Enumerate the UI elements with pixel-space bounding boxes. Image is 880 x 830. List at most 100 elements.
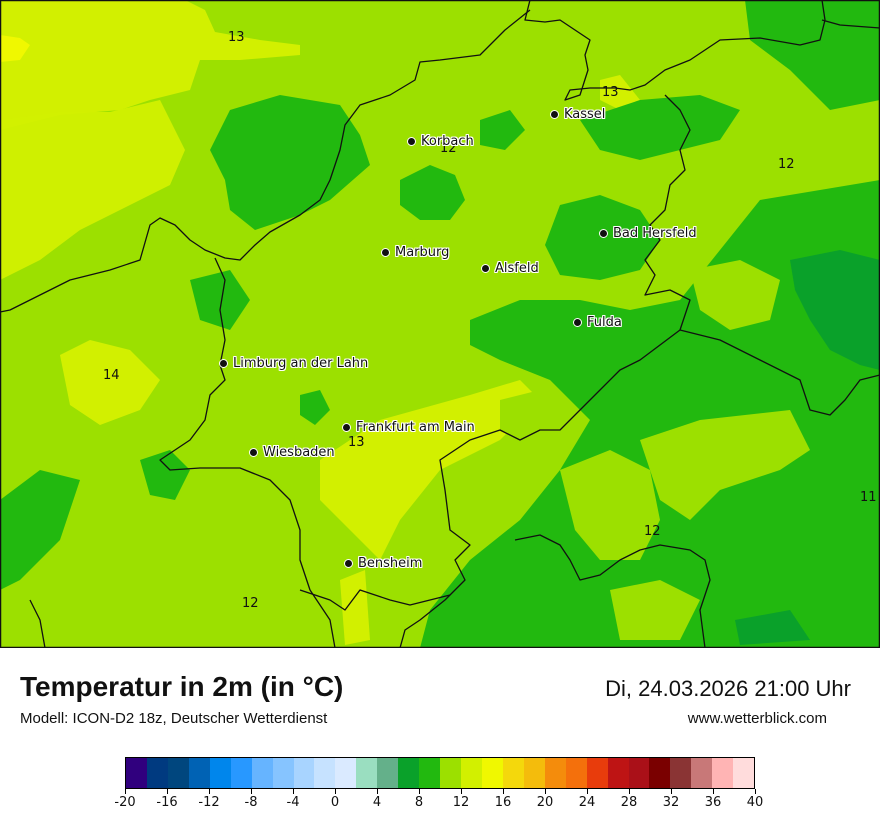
legend-tick-mark	[208, 789, 210, 794]
map-canvas	[0, 0, 880, 648]
legend-tick-mark	[460, 789, 462, 794]
city-dot-icon	[344, 559, 353, 568]
legend-tick-label: 40	[746, 795, 764, 810]
legend-tick-label: 4	[372, 795, 382, 810]
legend-color-segment	[733, 758, 755, 788]
legend-color-segment	[377, 758, 399, 788]
contour-label: 11	[860, 490, 877, 505]
temperature-map: 13 13 12 12 14 13 11 12 12 Kassel Korbac…	[0, 0, 880, 648]
legend-tick-label: -4	[286, 795, 300, 810]
legend-color-segment	[565, 758, 587, 788]
legend-color-segment	[691, 758, 713, 788]
legend-color-segment	[146, 758, 168, 788]
legend-tick-mark	[166, 789, 168, 794]
color-legend-bar	[125, 757, 755, 789]
legend-color-segment	[586, 758, 608, 788]
city-name: Wiesbaden	[263, 445, 335, 460]
legend-tick-mark	[628, 789, 630, 794]
city-dot-icon	[550, 110, 559, 119]
legend-color-segment	[167, 758, 189, 788]
city-alsfeld: Alsfeld	[481, 261, 539, 276]
city-dot-icon	[249, 448, 258, 457]
legend-tick-mark	[586, 789, 588, 794]
legend-tick-mark	[334, 789, 336, 794]
legend-tick-mark	[712, 789, 714, 794]
legend-color-segment	[272, 758, 294, 788]
legend-tick-label: 16	[494, 795, 512, 810]
city-name: Alsfeld	[495, 261, 539, 276]
legend-color-segment	[544, 758, 566, 788]
forecast-datetime: Di, 24.03.2026 21:00 Uhr	[605, 676, 851, 701]
legend-color-segment	[126, 758, 147, 788]
legend-color-segment	[335, 758, 357, 788]
legend-tick-label: -16	[156, 795, 178, 810]
city-name: Fulda	[587, 315, 622, 330]
city-name: Marburg	[395, 245, 450, 260]
legend-color-segment	[440, 758, 461, 788]
legend-color-segment	[356, 758, 378, 788]
legend-tick-label: -8	[244, 795, 258, 810]
legend-color-segment	[398, 758, 420, 788]
legend-color-segment	[209, 758, 231, 788]
legend-tick-mark	[376, 789, 378, 794]
legend-color-segment	[251, 758, 273, 788]
legend-color-segment	[293, 758, 315, 788]
legend-color-segment	[502, 758, 524, 788]
city-dot-icon	[342, 423, 351, 432]
contour-label: 13	[348, 435, 365, 450]
legend-color-segment	[523, 758, 545, 788]
city-limburg: Limburg an der Lahn	[219, 356, 368, 371]
city-frankfurt: Frankfurt am Main	[342, 420, 475, 435]
contour-label: 12	[440, 141, 457, 156]
model-subtitle: Modell: ICON-D2 18z, Deutscher Wetterdie…	[20, 710, 328, 727]
contour-label: 14	[103, 368, 120, 383]
city-bensheim: Bensheim	[344, 556, 422, 571]
legend-color-segment	[670, 758, 692, 788]
city-dot-icon	[599, 229, 608, 238]
legend-color-segment	[419, 758, 441, 788]
city-name: Bensheim	[358, 556, 423, 571]
chart-title: Temperatur in 2m (in °C)	[20, 671, 344, 702]
city-korbach: Korbach	[407, 134, 474, 149]
legend-color-segment	[649, 758, 671, 788]
legend-tick-label: 32	[662, 795, 680, 810]
legend-color-segment	[188, 758, 210, 788]
city-dot-icon	[407, 137, 416, 146]
legend-tick-mark	[250, 789, 252, 794]
city-dot-icon	[219, 359, 228, 368]
legend-tick-mark	[544, 789, 546, 794]
city-kassel: Kassel	[550, 107, 605, 122]
city-dot-icon	[381, 248, 390, 257]
contour-label: 13	[228, 30, 245, 45]
legend-color-segment	[607, 758, 629, 788]
legend-color-segment	[481, 758, 503, 788]
city-fulda: Fulda	[573, 315, 622, 330]
legend-tick-mark	[754, 789, 756, 794]
contour-label: 12	[644, 524, 661, 539]
legend-tick-label: 24	[578, 795, 596, 810]
legend-tick-mark	[418, 789, 420, 794]
city-dot-icon	[481, 264, 490, 273]
legend-color-segment	[230, 758, 252, 788]
legend-color-segment	[628, 758, 650, 788]
city-wiesbaden: Wiesbaden	[249, 445, 335, 460]
legend-tick-label: 20	[536, 795, 554, 810]
legend-tick-label: 36	[704, 795, 722, 810]
contour-label: 13	[602, 85, 619, 100]
legend-tick-label: 0	[330, 795, 340, 810]
legend-color-segment	[314, 758, 336, 788]
city-name: Kassel	[564, 107, 606, 122]
city-name: Bad Hersfeld	[613, 226, 697, 241]
legend-tick-mark	[502, 789, 504, 794]
legend-tick-label: 8	[414, 795, 424, 810]
city-name: Limburg an der Lahn	[233, 356, 369, 371]
legend-color-segment	[461, 758, 482, 788]
legend-tick-mark	[124, 789, 126, 794]
city-bad-hersfeld: Bad Hersfeld	[599, 226, 697, 241]
contour-label: 12	[778, 157, 795, 172]
legend-color-segment	[712, 758, 734, 788]
city-marburg: Marburg	[381, 245, 449, 260]
website-link[interactable]: www.wetterblick.com	[687, 710, 827, 727]
legend-tick-mark	[292, 789, 294, 794]
legend-tick-label: -12	[198, 795, 220, 810]
